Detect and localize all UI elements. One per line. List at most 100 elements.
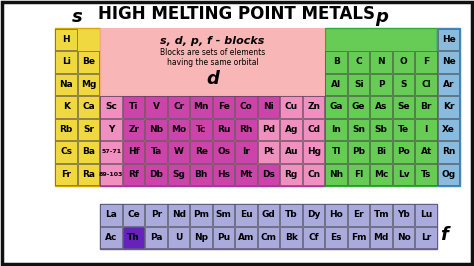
Bar: [78, 141, 100, 163]
Text: Au: Au: [284, 147, 298, 156]
Bar: [438, 141, 459, 163]
Text: Na: Na: [59, 80, 73, 89]
Bar: [281, 118, 302, 140]
Text: Li: Li: [62, 57, 71, 66]
Bar: [416, 227, 437, 248]
Text: Mg: Mg: [81, 80, 96, 89]
Text: Sn: Sn: [352, 125, 365, 134]
Bar: [393, 73, 414, 95]
Text: Tl: Tl: [331, 147, 341, 156]
Bar: [236, 96, 257, 118]
Text: W: W: [174, 147, 184, 156]
Bar: [416, 118, 437, 140]
Text: Sb: Sb: [375, 125, 388, 134]
Text: S: S: [401, 80, 407, 89]
Text: Fe: Fe: [218, 102, 230, 111]
Bar: [393, 118, 414, 140]
Text: Mn: Mn: [193, 102, 209, 111]
Text: Tc: Tc: [196, 125, 207, 134]
Text: Pr: Pr: [151, 210, 162, 219]
Bar: [393, 51, 414, 73]
Text: Lu: Lu: [420, 210, 432, 219]
Bar: [123, 204, 145, 226]
Text: s: s: [72, 8, 83, 26]
Bar: [416, 73, 437, 95]
Bar: [146, 141, 167, 163]
Text: p: p: [375, 8, 388, 26]
Text: Dy: Dy: [307, 210, 320, 219]
Bar: [191, 227, 212, 248]
Text: HIGH MELTING POINT METALS: HIGH MELTING POINT METALS: [99, 5, 375, 23]
Text: Hs: Hs: [217, 170, 230, 179]
Bar: [326, 73, 347, 95]
Bar: [371, 141, 392, 163]
Text: Ba: Ba: [82, 147, 95, 156]
Bar: [191, 204, 212, 226]
Bar: [168, 227, 190, 248]
Text: V: V: [153, 102, 160, 111]
Bar: [55, 164, 77, 185]
Text: No: No: [397, 233, 410, 242]
Text: Te: Te: [398, 125, 410, 134]
Text: Xe: Xe: [442, 125, 455, 134]
Bar: [281, 96, 302, 118]
Bar: [303, 96, 325, 118]
Text: Np: Np: [194, 233, 208, 242]
Bar: [258, 204, 280, 226]
Bar: [258, 164, 280, 185]
Text: Er: Er: [354, 210, 364, 219]
Bar: [100, 28, 325, 95]
Bar: [281, 164, 302, 185]
Bar: [191, 164, 212, 185]
Text: Tm: Tm: [374, 210, 389, 219]
Text: Tb: Tb: [285, 210, 298, 219]
Bar: [303, 227, 325, 248]
Text: Fm: Fm: [351, 233, 366, 242]
Bar: [371, 118, 392, 140]
Bar: [100, 96, 122, 118]
Bar: [325, 28, 438, 185]
Text: Be: Be: [82, 57, 95, 66]
Bar: [168, 141, 190, 163]
Text: Po: Po: [397, 147, 410, 156]
Text: Si: Si: [354, 80, 364, 89]
Text: f: f: [440, 226, 448, 244]
Text: Sr: Sr: [83, 125, 94, 134]
Bar: [438, 28, 460, 185]
Bar: [191, 141, 212, 163]
Text: Bh: Bh: [194, 170, 208, 179]
Text: Rf: Rf: [128, 170, 139, 179]
Text: Nb: Nb: [149, 125, 163, 134]
Text: Pt: Pt: [263, 147, 274, 156]
Bar: [393, 204, 414, 226]
Text: P: P: [378, 80, 384, 89]
Bar: [393, 96, 414, 118]
Bar: [123, 96, 145, 118]
Bar: [191, 96, 212, 118]
Text: 89-103: 89-103: [99, 172, 123, 177]
Text: Ce: Ce: [128, 210, 140, 219]
Text: H: H: [63, 35, 70, 44]
Text: Eu: Eu: [240, 210, 253, 219]
Text: d: d: [206, 69, 219, 88]
Text: At: At: [420, 147, 432, 156]
Bar: [416, 51, 437, 73]
Bar: [123, 227, 145, 248]
Text: La: La: [105, 210, 117, 219]
Bar: [438, 118, 459, 140]
Bar: [416, 204, 437, 226]
Bar: [191, 118, 212, 140]
Bar: [416, 164, 437, 185]
Text: Sm: Sm: [216, 210, 232, 219]
Text: Re: Re: [195, 147, 208, 156]
Text: Co: Co: [240, 102, 253, 111]
Bar: [168, 96, 190, 118]
Text: B: B: [333, 57, 340, 66]
Text: Md: Md: [374, 233, 389, 242]
Text: Hf: Hf: [128, 147, 139, 156]
Text: Y: Y: [108, 125, 114, 134]
Text: Am: Am: [238, 233, 255, 242]
Bar: [100, 203, 438, 248]
Text: Og: Og: [442, 170, 456, 179]
Bar: [78, 96, 100, 118]
